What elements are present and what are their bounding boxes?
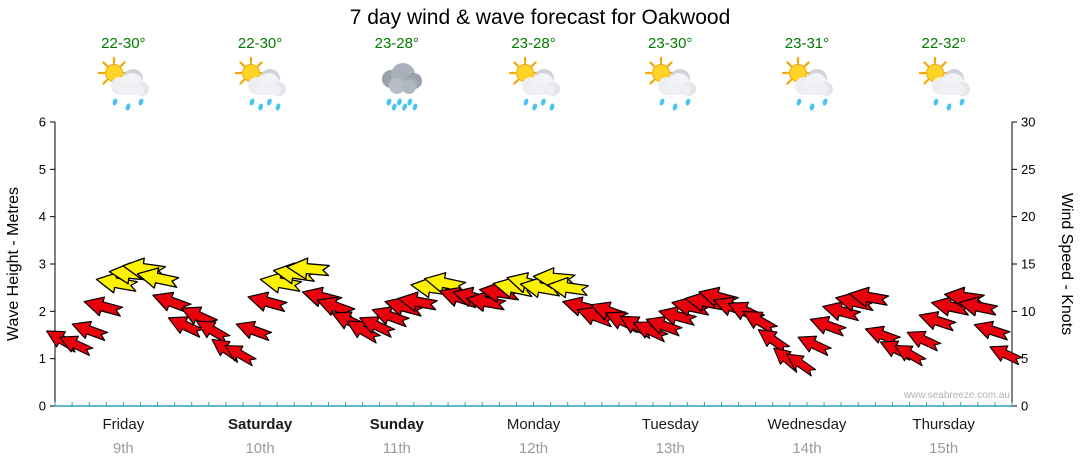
wind-arrow — [894, 344, 927, 367]
wind-arrow — [848, 286, 890, 308]
watermark: www.seabreeze.com.au — [903, 390, 1010, 401]
temperature-range: 23-28° — [374, 35, 419, 52]
day-name: Friday — [102, 416, 145, 433]
day-name: Thursday — [912, 416, 975, 433]
sun-cloud-rain-icon — [918, 56, 970, 111]
wind-arrow — [397, 291, 438, 312]
sun-cloud-rain-icon — [98, 56, 150, 111]
day-label-column: Thursday 15th — [875, 413, 1012, 461]
wind-arrow — [757, 329, 791, 354]
days-header: 22-30° 22-30° 23-28° 23-28° 23-30° 23-31… — [55, 34, 1012, 120]
wind-arrow — [742, 310, 778, 335]
weather-icon — [642, 56, 698, 112]
wind-arrow — [989, 345, 1023, 366]
svg-text:5: 5 — [39, 162, 46, 177]
svg-text:1: 1 — [39, 351, 46, 366]
svg-text:2: 2 — [39, 304, 46, 319]
wind-arrow — [286, 257, 331, 280]
rain-cloud-icon — [381, 63, 422, 111]
sun-cloud-rain-icon — [781, 56, 833, 111]
day-name: Sunday — [369, 416, 424, 433]
svg-text:15: 15 — [1021, 257, 1035, 272]
wind-arrow — [809, 316, 847, 337]
wind-arrow — [864, 325, 901, 346]
day-label-column: Monday 12th — [465, 413, 602, 461]
wind-arrow — [958, 296, 999, 317]
wind-arrow — [196, 320, 231, 344]
wind-arrow — [235, 320, 273, 342]
svg-text:0: 0 — [39, 399, 46, 414]
sun-cloud-rain-icon — [645, 56, 697, 111]
wind-arrows — [46, 257, 1023, 377]
day-name: Tuesday — [641, 416, 699, 433]
day-forecast-column: 22-30° — [192, 34, 329, 120]
day-date: 13th — [655, 440, 685, 457]
day-forecast-column: 22-30° — [55, 34, 192, 120]
right-axis-title: Wind Speed - Knots — [1058, 193, 1075, 335]
wind-arrow — [224, 344, 257, 367]
day-label-column: Sunday 11th — [328, 413, 465, 461]
temperature-range: 23-28° — [511, 35, 556, 52]
day-label-column: Saturday 10th — [192, 413, 329, 461]
weather-icon — [232, 56, 288, 112]
sun-cloud-rain-icon — [508, 56, 560, 111]
wind-arrow — [547, 276, 589, 299]
left-axis-title: Wave Height - Metres — [5, 187, 22, 341]
svg-text:6: 6 — [39, 115, 46, 130]
wind-arrow — [136, 267, 180, 289]
wind-arrow — [59, 335, 94, 357]
temperature-range: 22-30° — [237, 35, 283, 52]
day-label-column: Wednesday 14th — [739, 413, 876, 461]
svg-text:30: 30 — [1021, 115, 1035, 130]
wind-arrow — [906, 330, 942, 352]
day-forecast-column: 23-31° — [739, 34, 876, 120]
wind-arrow — [797, 335, 832, 357]
svg-text:4: 4 — [39, 209, 46, 224]
day-name: Monday — [506, 416, 561, 433]
wind-arrow — [247, 291, 288, 312]
day-date: 11th — [382, 440, 411, 457]
wind-arrow — [973, 320, 1011, 341]
day-label-column: Friday 9th — [55, 413, 192, 461]
svg-text:0: 0 — [1021, 399, 1028, 414]
temperature-range: 23-31° — [784, 35, 830, 52]
day-date: 12th — [518, 440, 549, 457]
weather-icon — [506, 56, 562, 112]
day-date: 15th — [929, 440, 959, 457]
svg-text:10: 10 — [1021, 304, 1035, 319]
day-date: 9th — [112, 440, 134, 457]
wind-arrow — [786, 353, 817, 377]
temperature-range: 22-32° — [921, 35, 966, 52]
day-labels-row: Friday 9th Saturday 10th Sunday 11th Mon… — [55, 413, 1012, 461]
day-date: 10th — [245, 440, 275, 457]
chart-title: 7 day wind & wave forecast for Oakwood — [349, 6, 731, 29]
svg-text:25: 25 — [1021, 162, 1035, 177]
weather-icon — [369, 56, 425, 112]
day-forecast-column: 22-32° — [875, 34, 1012, 120]
wind-arrow — [83, 296, 124, 317]
weather-icon — [779, 56, 835, 112]
day-forecast-column: 23-28° — [328, 34, 465, 120]
svg-text:20: 20 — [1021, 209, 1035, 224]
svg-text:3: 3 — [39, 257, 46, 272]
day-forecast-column: 23-30° — [602, 34, 739, 120]
chart-axes: 0 1 2 3 4 5 6 0 5 10 15 20 25 30 — [39, 115, 1036, 414]
day-date: 14th — [792, 440, 822, 457]
temperature-range: 22-30° — [101, 35, 146, 52]
sun-cloud-rain-icon — [234, 56, 287, 111]
day-label-column: Tuesday 13th — [602, 413, 739, 461]
svg-text:5: 5 — [1021, 351, 1028, 366]
wind-arrow — [71, 320, 109, 342]
weather-icon — [95, 56, 151, 112]
day-name: Saturday — [227, 416, 293, 433]
wind-arrow — [918, 311, 957, 332]
day-forecast-column: 23-28° — [465, 34, 602, 120]
temperature-range: 23-30° — [648, 35, 693, 52]
day-name: Wednesday — [767, 416, 847, 433]
weather-icon — [916, 56, 972, 112]
